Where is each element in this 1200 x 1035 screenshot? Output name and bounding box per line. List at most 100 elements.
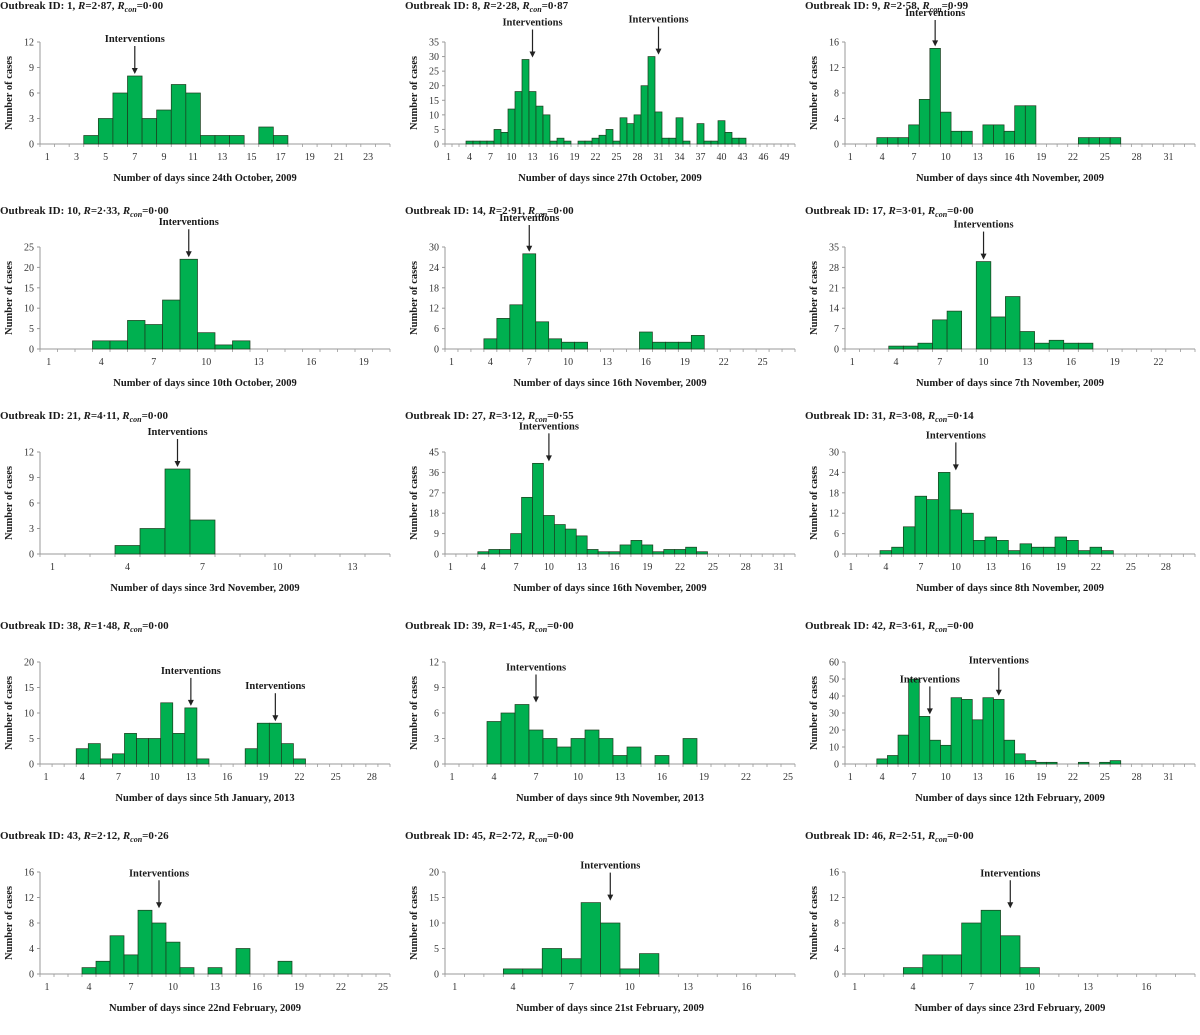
interventions-label: Interventions	[900, 674, 960, 685]
interventions-label: Interventions	[506, 663, 566, 674]
y-tick-label: 6	[29, 499, 34, 510]
panel-title: Outbreak ID: 9, R=2·58, Rcon=0·99	[805, 0, 969, 15]
panel-title: Outbreak ID: 42, R=3·61, Rcon=0·00	[805, 620, 974, 635]
x-tick-label: 7	[151, 357, 156, 368]
x-tick-label: 28	[741, 562, 751, 573]
outbreak-panel-21: Outbreak ID: 21, R=4·11, Rcon=0·00 0 3 6 9 12…	[0, 410, 400, 615]
y-tick-label: 15	[24, 683, 34, 694]
bar-day-12	[564, 528, 577, 555]
interventions-label: Interventions	[161, 666, 221, 677]
intervention-arrow-icon	[529, 51, 536, 58]
x-tick-label: 10	[150, 772, 160, 783]
y-tick-label: 8	[834, 919, 839, 930]
x-tick-label: 16	[1066, 357, 1076, 368]
y-tick-label: 4	[29, 944, 34, 955]
x-axis-label: Number of days since 5th January, 2013	[115, 793, 294, 804]
y-tick-label: 4	[834, 114, 839, 125]
interventions-label: Interventions	[580, 861, 640, 872]
x-tick-label: 4	[87, 982, 92, 993]
bar-day-16	[1003, 739, 1016, 765]
x-tick-label: 1	[46, 357, 51, 368]
x-tick-label: 31	[1163, 772, 1173, 783]
y-tick-label: 3	[29, 114, 34, 125]
intervention-arrow-icon	[174, 461, 181, 467]
interventions-label: Interventions	[159, 217, 219, 228]
bar-day-18	[1042, 546, 1056, 555]
y-tick-label: 14	[829, 304, 839, 315]
x-tick-label: 16	[1141, 982, 1151, 993]
x-tick-label: 4	[488, 357, 493, 368]
y-axis-label: Number of cases	[409, 466, 420, 540]
y-tick-label: 30	[429, 52, 439, 63]
intervention-arrow-icon	[607, 894, 614, 901]
bar-day-7	[144, 324, 163, 350]
y-tick-label: 10	[24, 709, 34, 720]
y-tick-label: 12	[829, 893, 839, 904]
y-tick-label: 16	[829, 868, 839, 879]
x-tick-label: 22	[1068, 772, 1078, 783]
bar-day-6	[514, 704, 530, 765]
panel-title: Outbreak ID: 46, R=2·51, Rcon=0·00	[805, 830, 974, 845]
y-tick-label: 12	[829, 509, 839, 520]
y-tick-label: 12	[429, 304, 439, 315]
panel-title: Outbreak ID: 17, R=3·01, Rcon=0·00	[805, 205, 974, 220]
x-tick-label: 5	[103, 152, 108, 163]
x-tick-label: 13	[210, 982, 220, 993]
x-tick-label: 10	[951, 562, 961, 573]
y-tick-label: 15	[24, 283, 34, 294]
bar-day-11	[950, 130, 963, 145]
x-tick-label: 1	[452, 982, 457, 993]
y-tick-label: 3	[434, 734, 439, 745]
x-tick-label: 13	[1083, 982, 1093, 993]
bar-day-16	[1019, 543, 1033, 555]
bar-day-4	[477, 551, 490, 555]
y-tick-label: 0	[29, 970, 34, 981]
x-tick-label: 7	[911, 772, 916, 783]
y-tick-label: 18	[429, 283, 439, 294]
y-tick-label: 18	[429, 509, 439, 520]
outbreak-panel-45: Outbreak ID: 45, R=2·72, Rcon=0·00 0 5 10 15…	[405, 830, 805, 1035]
bar-day-5	[97, 118, 114, 145]
bar-day-8	[926, 499, 939, 555]
x-tick-label: 16	[1004, 772, 1014, 783]
bar-day-41	[724, 131, 733, 145]
x-tick-label: 19	[699, 772, 709, 783]
bar-day-22	[674, 549, 686, 555]
bar-day-18	[1024, 105, 1037, 145]
y-axis-label: Number of cases	[409, 56, 420, 130]
bar-day-35	[682, 140, 691, 145]
x-tick-label: 28	[1132, 152, 1142, 163]
y-tick-label: 6	[434, 324, 439, 335]
x-tick-label: 4	[911, 982, 916, 993]
x-tick-label: 16	[222, 772, 232, 783]
x-tick-label: 22	[294, 772, 304, 783]
bar-day-5	[887, 137, 899, 145]
x-tick-label: 19	[1036, 152, 1046, 163]
outbreak-panel-1: Outbreak ID: 1, R=2·87, Rcon=0·00 0 3 6 9 12 1…	[0, 0, 400, 205]
bar-day-4	[75, 748, 89, 765]
x-tick-label: 25	[1126, 562, 1136, 573]
y-tick-label: 27	[429, 488, 439, 499]
bar-day-20	[268, 722, 282, 765]
bar-day-10	[949, 509, 963, 555]
bar-day-18	[563, 140, 572, 145]
bar-day-26	[1109, 137, 1122, 145]
x-tick-label: 19	[1056, 562, 1066, 573]
x-tick-label: 7	[488, 152, 493, 163]
bar-day-22	[591, 137, 600, 145]
y-tick-label: 50	[829, 675, 839, 686]
y-tick-label: 7	[834, 324, 839, 335]
interventions-label: Interventions	[499, 213, 559, 224]
y-tick-label: 12	[829, 63, 839, 74]
x-tick-label: 10	[1025, 982, 1035, 993]
x-tick-label: 10	[573, 772, 583, 783]
bar-day-12	[1005, 296, 1021, 350]
bar-day-6	[902, 526, 916, 555]
bar-day-4	[92, 340, 111, 350]
y-tick-label: 5	[29, 324, 34, 335]
y-tick-label: 0	[434, 550, 439, 561]
x-tick-label: 4	[99, 357, 104, 368]
bar-day-13	[528, 91, 537, 145]
bar-day-42	[731, 137, 740, 145]
